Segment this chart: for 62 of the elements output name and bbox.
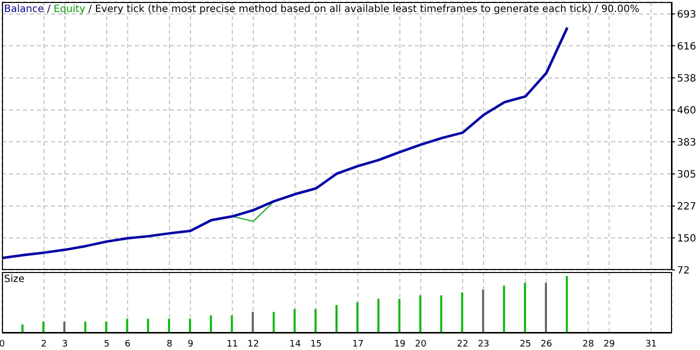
- x-tick-label: 11: [226, 339, 238, 350]
- bar: [84, 322, 86, 333]
- x-tick-label: 28: [582, 339, 594, 350]
- x-tick-label: 0: [0, 339, 6, 350]
- x-tick-label: 8: [166, 339, 173, 350]
- text: Equity: [54, 4, 86, 15]
- line-series: [2, 26, 569, 260]
- chart-title: Size: [4, 274, 25, 285]
- bar: [105, 322, 108, 333]
- x-tick-label: 23: [478, 339, 490, 350]
- x-tick-label: 29: [603, 339, 616, 350]
- x-tick-label: 9: [188, 339, 194, 350]
- bar: [314, 309, 317, 333]
- bar: [377, 298, 380, 333]
- bar: [147, 318, 150, 333]
- x-tick-label: 5: [104, 339, 110, 350]
- bar: [294, 309, 296, 333]
- x-tick-label: 31: [645, 339, 657, 350]
- bar: [188, 318, 191, 333]
- chart-title: / Every tick (the most precise method based on all available least timeframes to generate each tick) / 90.00%: [87, 4, 640, 15]
- y-tick-label: 150: [677, 233, 696, 244]
- bar: [272, 312, 275, 333]
- x-tick-label: 26: [540, 339, 552, 350]
- bar: [524, 282, 526, 333]
- annotation: /: [46, 4, 52, 15]
- bar: [356, 302, 358, 333]
- bar: [566, 276, 568, 333]
- x-tick-label: 20: [415, 339, 427, 350]
- bar: [544, 282, 547, 333]
- bar: [398, 298, 400, 333]
- y-tick-label: 616: [677, 41, 696, 52]
- bar: [461, 292, 464, 333]
- y-tick-label: 693: [677, 10, 696, 21]
- y-tick-label: 538: [677, 73, 696, 84]
- x-tick-label: 3: [62, 339, 68, 350]
- y-tick-label: 305: [677, 169, 696, 180]
- x-tick-label: 2: [41, 339, 47, 350]
- bar: [63, 322, 66, 333]
- bar: [419, 295, 422, 333]
- bar: [230, 315, 233, 333]
- bar: [252, 312, 254, 333]
- bar: [336, 305, 338, 333]
- bar: [210, 315, 212, 333]
- bar: [42, 322, 44, 333]
- y-tick-label: 383: [677, 137, 696, 148]
- y-tick-label: 460: [677, 106, 696, 117]
- bar: [168, 318, 170, 333]
- y-tick-label: 227: [677, 202, 696, 213]
- x-tick-label: 12: [248, 339, 259, 350]
- x-tick-label: 14: [289, 339, 302, 350]
- y-tick-label: 72: [677, 266, 690, 277]
- x-tick-label: 25: [520, 339, 532, 350]
- bar: [440, 295, 442, 333]
- x-tick-label: 6: [124, 339, 131, 350]
- bar: [482, 290, 484, 333]
- x-tick-label: 15: [310, 339, 322, 350]
- x-tick-label: 17: [352, 339, 364, 350]
- bar: [126, 318, 128, 333]
- text: Balance: [4, 4, 44, 15]
- bar: [503, 286, 506, 333]
- x-tick-label: 22: [456, 339, 468, 350]
- x-tick-label: 19: [394, 339, 406, 350]
